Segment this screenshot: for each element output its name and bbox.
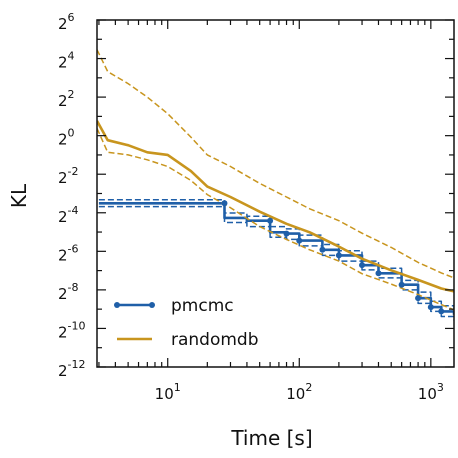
x-tick-label: 103 [418, 381, 444, 403]
y-tick-label: 22 [58, 88, 75, 110]
series-pmcmc-lower [98, 205, 454, 321]
tick-labels-layer: 101 102 103 26 24 22 20 2-2 2-4 2-6 2-8 2-10 2-12 [58, 11, 444, 403]
pmcmc-marker [359, 262, 366, 269]
legend: pmcmc randomdb [114, 296, 259, 350]
y-tick-label: 2-8 [58, 281, 79, 303]
x-axis-title: Time [s] [230, 426, 312, 450]
series-randomdb-median [97, 120, 454, 293]
y-tick-label: 26 [58, 11, 75, 33]
x-tick-label: 102 [286, 381, 312, 403]
legend-randomdb-label: randomdb [171, 330, 259, 350]
legend-pmcmc-marker-left [114, 302, 120, 308]
plot-frame [96, 19, 455, 368]
pmcmc-marker [319, 246, 326, 253]
series-pmcmc-upper [98, 198, 454, 310]
pmcmc-marker [398, 281, 405, 288]
pmcmc-marker [296, 237, 303, 244]
y-tick-label: 2-12 [58, 358, 86, 380]
series-pmcmc-median [98, 202, 454, 315]
pmcmc-marker [427, 304, 434, 311]
y-tick-label: 24 [58, 50, 75, 72]
y-tick-label: 20 [58, 127, 75, 149]
legend-pmcmc-marker-right [149, 302, 155, 308]
x-tick-label: 101 [155, 381, 181, 403]
pmcmc-marker [283, 230, 290, 237]
pmcmc-marker [267, 217, 274, 224]
y-axis-title: KL [7, 183, 31, 208]
series-layer [97, 49, 454, 321]
series-randomdb-upper [97, 49, 454, 279]
y-tick-label: 2-10 [58, 319, 86, 341]
y-tick-label: 2-6 [58, 242, 79, 264]
ticks-layer [97, 19, 454, 368]
pmcmc-marker [415, 295, 422, 302]
pmcmc-marker [335, 252, 342, 259]
y-tick-label: 2-2 [58, 165, 79, 187]
legend-pmcmc-label: pmcmc [171, 296, 234, 316]
pmcmc-marker [438, 308, 445, 315]
series-randomdb-lower [97, 128, 454, 311]
pmcmc-marker [221, 200, 228, 207]
pmcmc-marker [375, 270, 382, 277]
y-tick-label: 2-4 [58, 204, 79, 226]
